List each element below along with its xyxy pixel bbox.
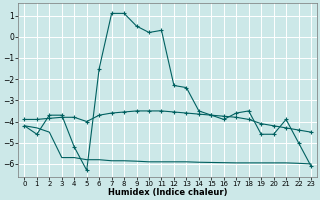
X-axis label: Humidex (Indice chaleur): Humidex (Indice chaleur) xyxy=(108,188,228,197)
